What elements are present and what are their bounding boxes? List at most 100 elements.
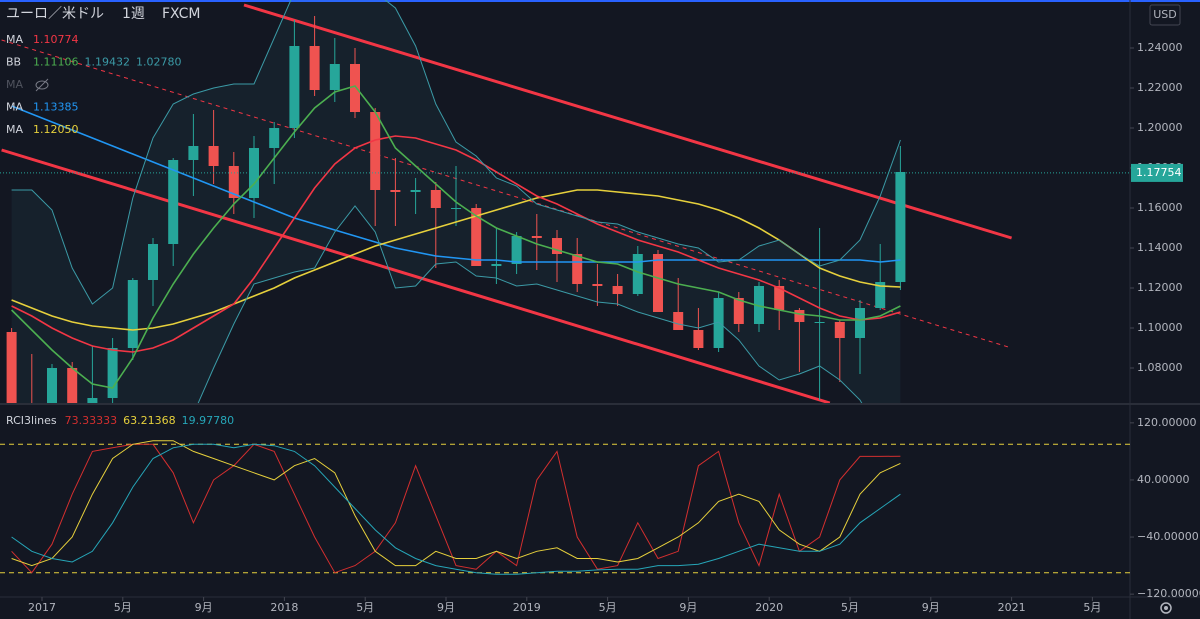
y-tick-label: 120.00000 [1137,416,1197,429]
candle-body [410,190,421,192]
candle-body [612,286,623,294]
candle-body [370,112,381,190]
rci-legend-value: 63.21368 [123,414,176,427]
candle-body [693,330,704,348]
legend-name: MA [6,33,23,46]
candle-body [733,298,744,324]
currency-box[interactable] [1149,4,1181,26]
indicator-line [11,189,901,331]
candle-body [794,310,805,322]
legend-name: MA [6,123,23,136]
x-tick-label: 5月 [1083,601,1101,614]
y-tick-label: −120.00000 [1137,587,1200,600]
trendline [1,148,831,403]
symbol-title[interactable]: ユーロ／米ドル [6,6,104,22]
candle-body [895,172,906,282]
candle-body [855,308,865,338]
candle-body [208,146,219,166]
candle-body [148,244,158,280]
candle-body [673,312,684,330]
candle-body [329,64,340,90]
overlay: ユーロ／米ドル 1週 FXCM USD 1.24000 1.22000 1.2000… [6,4,1200,614]
legend-name: MA [6,78,23,91]
y-tick-label: 1.16000 [1137,201,1183,214]
candle-body [552,238,562,254]
candle-body [188,146,199,160]
y-tick-label: −40.00000 [1137,530,1199,543]
legend-value: 1.13385 [33,101,79,114]
candle-body [350,64,360,112]
candle-body [754,286,764,324]
x-tick-label: 5月 [356,601,374,614]
candle-body [249,148,259,198]
last-price-box [1131,163,1183,182]
x-tick-label: 2018 [270,601,298,614]
eye-icon [35,80,49,90]
x-tick-label: 2017 [28,601,56,614]
rci-line [11,440,901,567]
candle-body [572,254,583,284]
candle-body [228,166,239,198]
rci-line [11,443,901,575]
indicator-line [11,85,901,389]
settings-icon[interactable] [1160,602,1172,614]
candle-body [875,282,886,308]
candle-body [6,332,17,403]
candle-body [592,284,603,286]
rci-pane [0,440,1130,575]
rci-legend-value: 73.33333 [65,414,118,427]
candle-body [632,254,643,294]
candle-body [511,236,522,264]
legend-value: 1.11106 [33,56,79,69]
x-tick-label: 9月 [679,601,697,614]
candle-body [471,208,482,266]
candle-body [309,46,320,90]
interval[interactable]: 1週 [122,6,145,22]
last-price-label: 1.17754 [1136,166,1182,179]
main-pane [0,0,1130,403]
y-tick-label: 1.12000 [1137,281,1183,294]
candle-body [814,322,825,323]
legend-name: MA [6,101,23,114]
currency[interactable]: USD [1153,8,1177,21]
candle-body [451,208,461,209]
x-tick-label: 5月 [114,601,132,614]
candle-body [653,254,663,312]
candle-body [430,190,441,208]
source[interactable]: FXCM [162,6,200,22]
candle-body [774,286,785,310]
candle-body [127,280,138,348]
candle-body [713,298,724,348]
candle-body [491,264,502,266]
legend-value: 1.10774 [33,33,79,46]
candle-body [47,368,57,403]
gear-hub[interactable] [1164,606,1168,610]
rci-title: RCI3lines [6,414,57,427]
eye-slash [35,78,49,92]
x-tick-label: 9月 [437,601,455,614]
x-tick-label: 5月 [599,601,617,614]
legend-value: 1.02780 [136,56,182,69]
x-tick-label: 9月 [922,601,940,614]
y-tick-label: 1.14000 [1137,241,1183,254]
trendline [243,3,1013,240]
legend-value: 1.19432 [85,56,131,69]
candle-body [289,46,300,128]
indicator-line [11,0,901,305]
candle-body [269,128,280,148]
y-tick-label: 1.08000 [1137,361,1183,374]
candle-body [87,398,98,403]
candle-body [531,236,542,238]
y-tick-label: 1.10000 [1137,321,1183,334]
gear[interactable] [1160,602,1172,614]
x-tick-label: 9月 [195,601,213,614]
y-tick-label: 1.22000 [1137,81,1183,94]
y-tick-label: 40.00000 [1137,473,1190,486]
x-tick-label: 5月 [841,601,859,614]
legend-value: 1.12050 [33,123,79,136]
legend-name: BB [6,56,21,69]
candle-body [67,368,78,403]
rci-line [11,443,901,574]
